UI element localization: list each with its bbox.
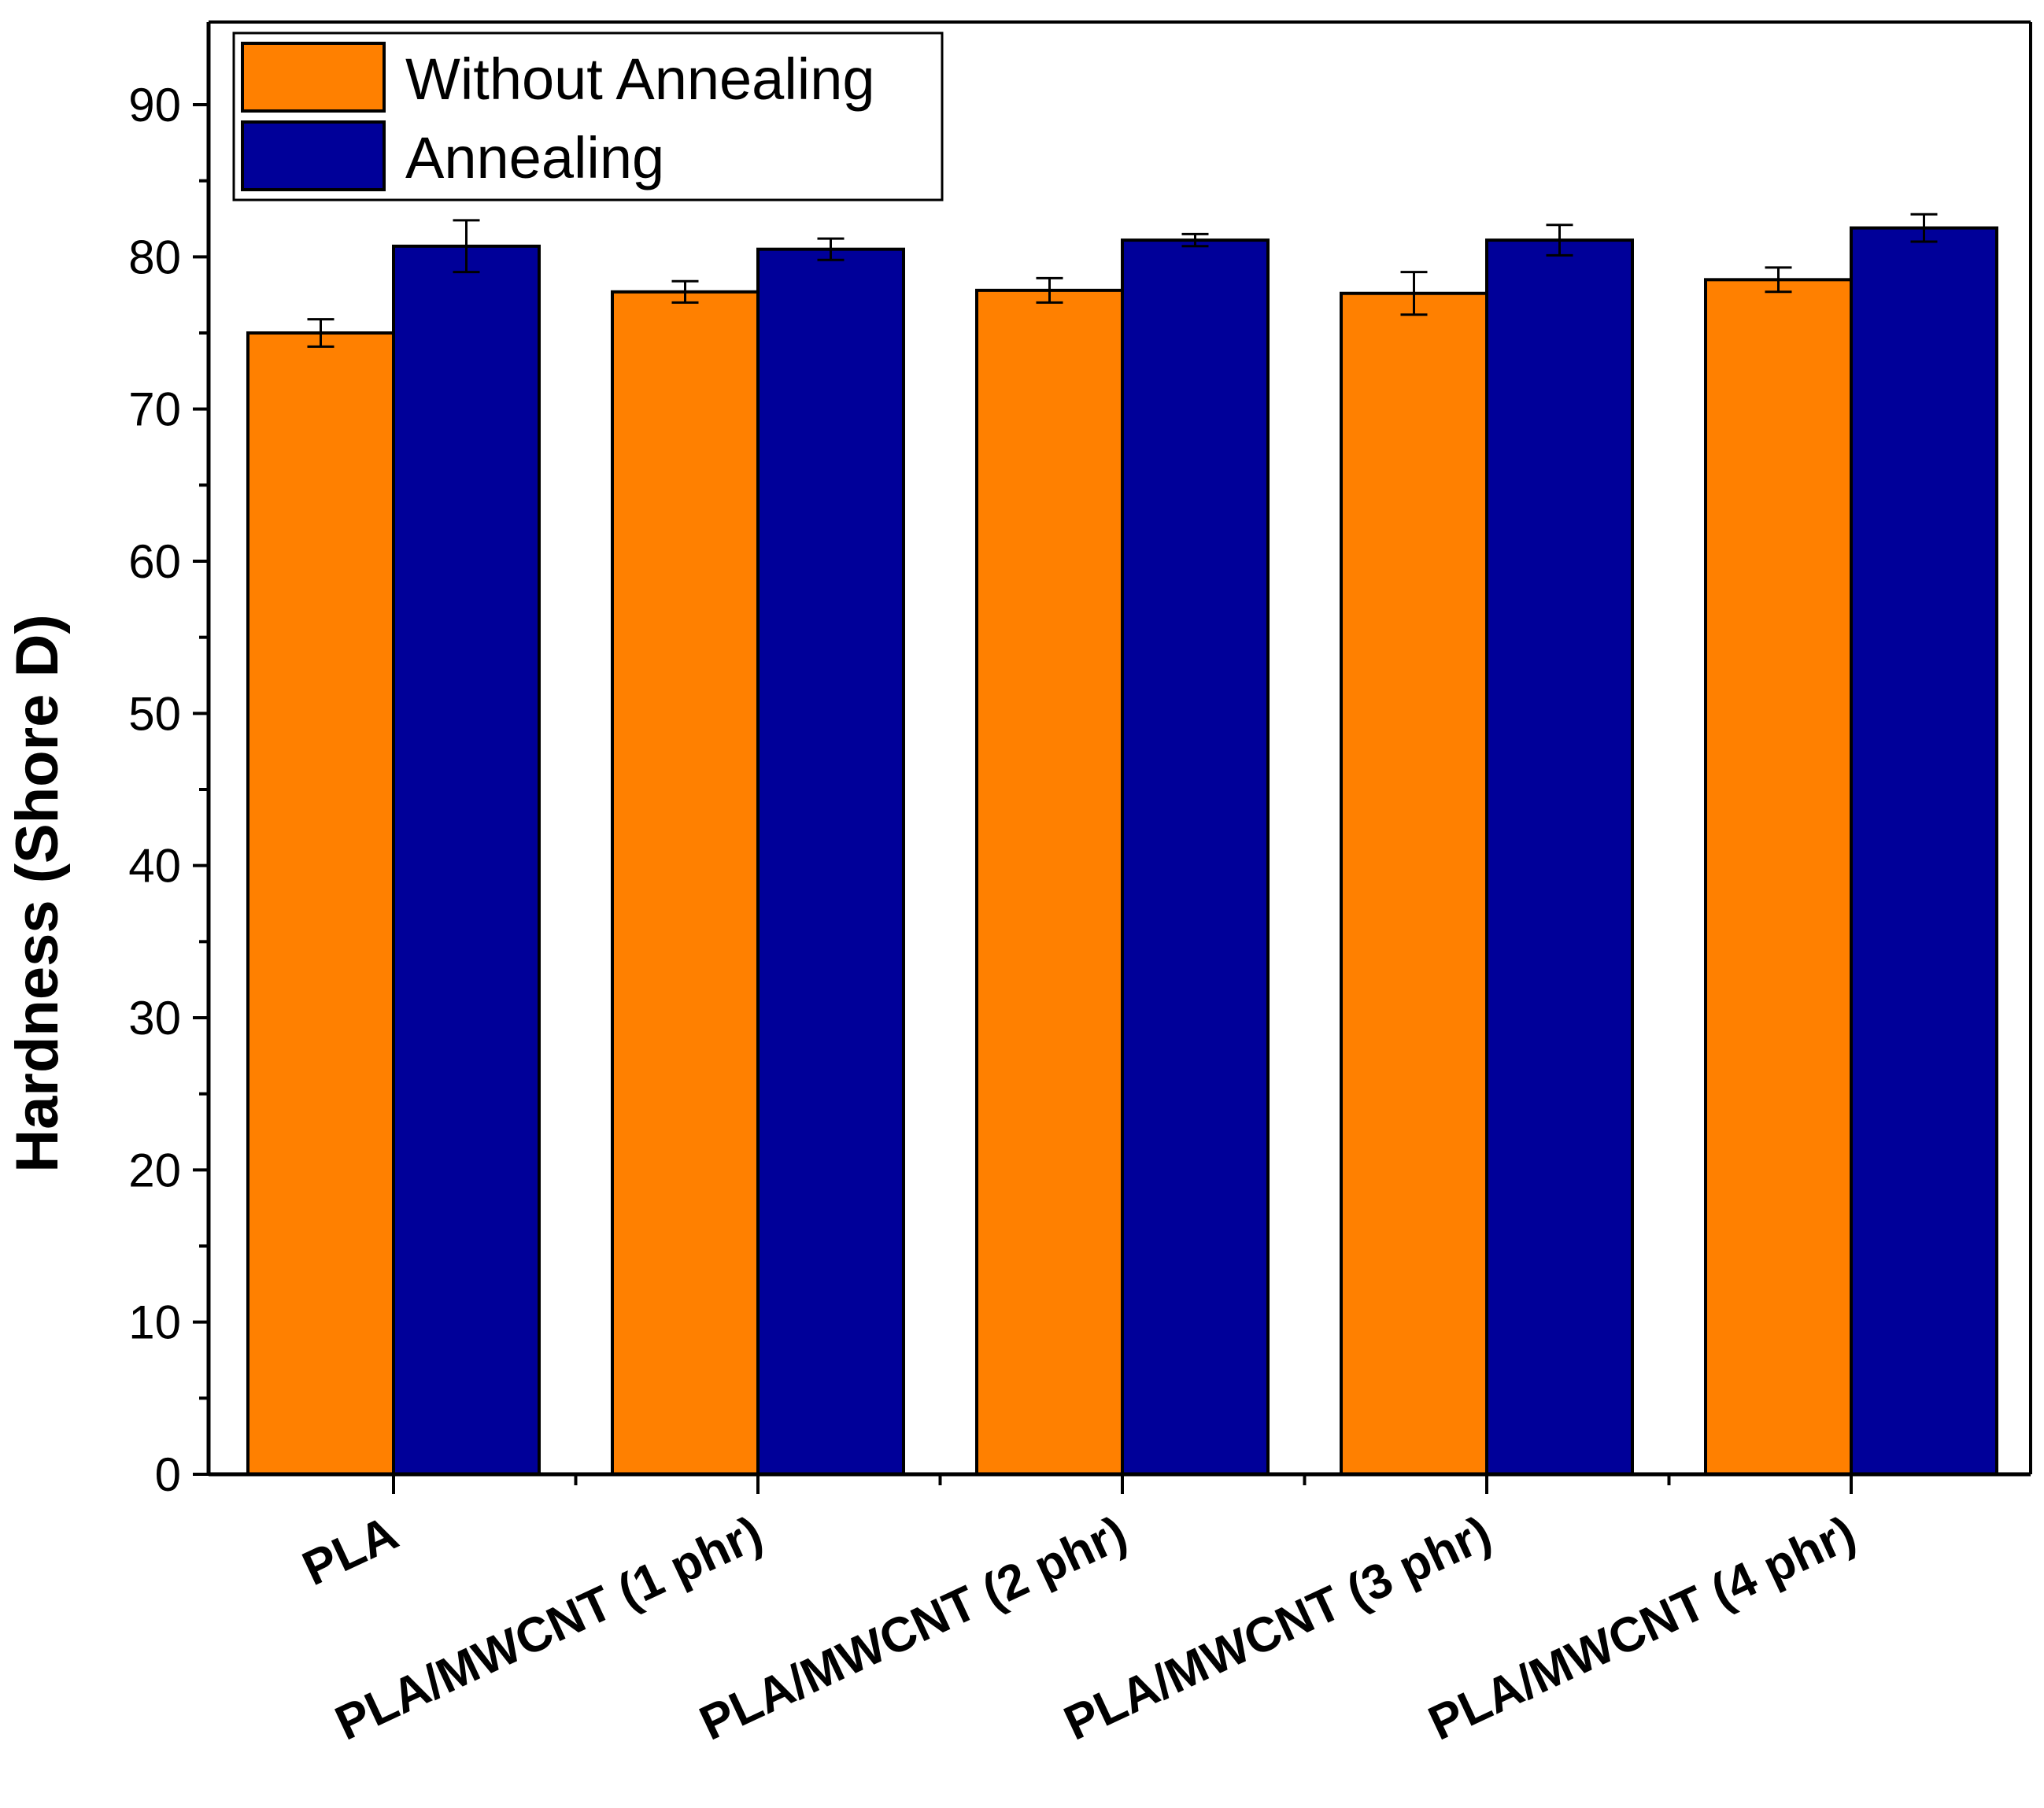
y-tick-label: 40	[128, 840, 181, 893]
bar-without-annealing-3	[1340, 291, 1488, 1477]
y-tick-label: 80	[128, 231, 181, 283]
legend-swatch-without-annealing	[241, 42, 386, 113]
y-tick-label: 10	[128, 1296, 181, 1349]
legend-swatch-annealing	[241, 120, 386, 191]
error-bars-layer	[307, 213, 1938, 348]
y-tick-label: 60	[128, 535, 181, 588]
bar-annealing-2	[1121, 238, 1270, 1477]
bars-layer	[246, 226, 1998, 1477]
bar-annealing-0	[392, 244, 541, 1476]
legend: Without Annealing Annealing	[232, 31, 944, 202]
y-tick-label: 90	[128, 79, 181, 131]
bar-annealing-3	[1485, 238, 1634, 1477]
y-tick-label: 0	[155, 1448, 181, 1501]
legend-label-without-annealing: Without Annealing	[405, 46, 875, 112]
ticks-layer	[193, 103, 1853, 1494]
y-tick-label: 70	[128, 383, 181, 436]
bar-without-annealing-1	[611, 290, 760, 1476]
legend-label-annealing: Annealing	[405, 125, 664, 190]
bar-without-annealing-4	[1704, 278, 1853, 1476]
y-tick-label: 20	[128, 1144, 181, 1196]
bar-without-annealing-2	[975, 288, 1124, 1476]
bar-without-annealing-0	[246, 331, 395, 1476]
axes-layer	[206, 20, 2032, 1477]
bar-annealing-4	[1850, 226, 1998, 1477]
bar-annealing-1	[756, 247, 905, 1477]
y-tick-label: 30	[128, 992, 181, 1044]
y-axis-title: Hardness (Shore D)	[4, 614, 71, 1173]
y-tick-label: 50	[128, 687, 181, 740]
x-category-label: PLA	[294, 1506, 406, 1596]
